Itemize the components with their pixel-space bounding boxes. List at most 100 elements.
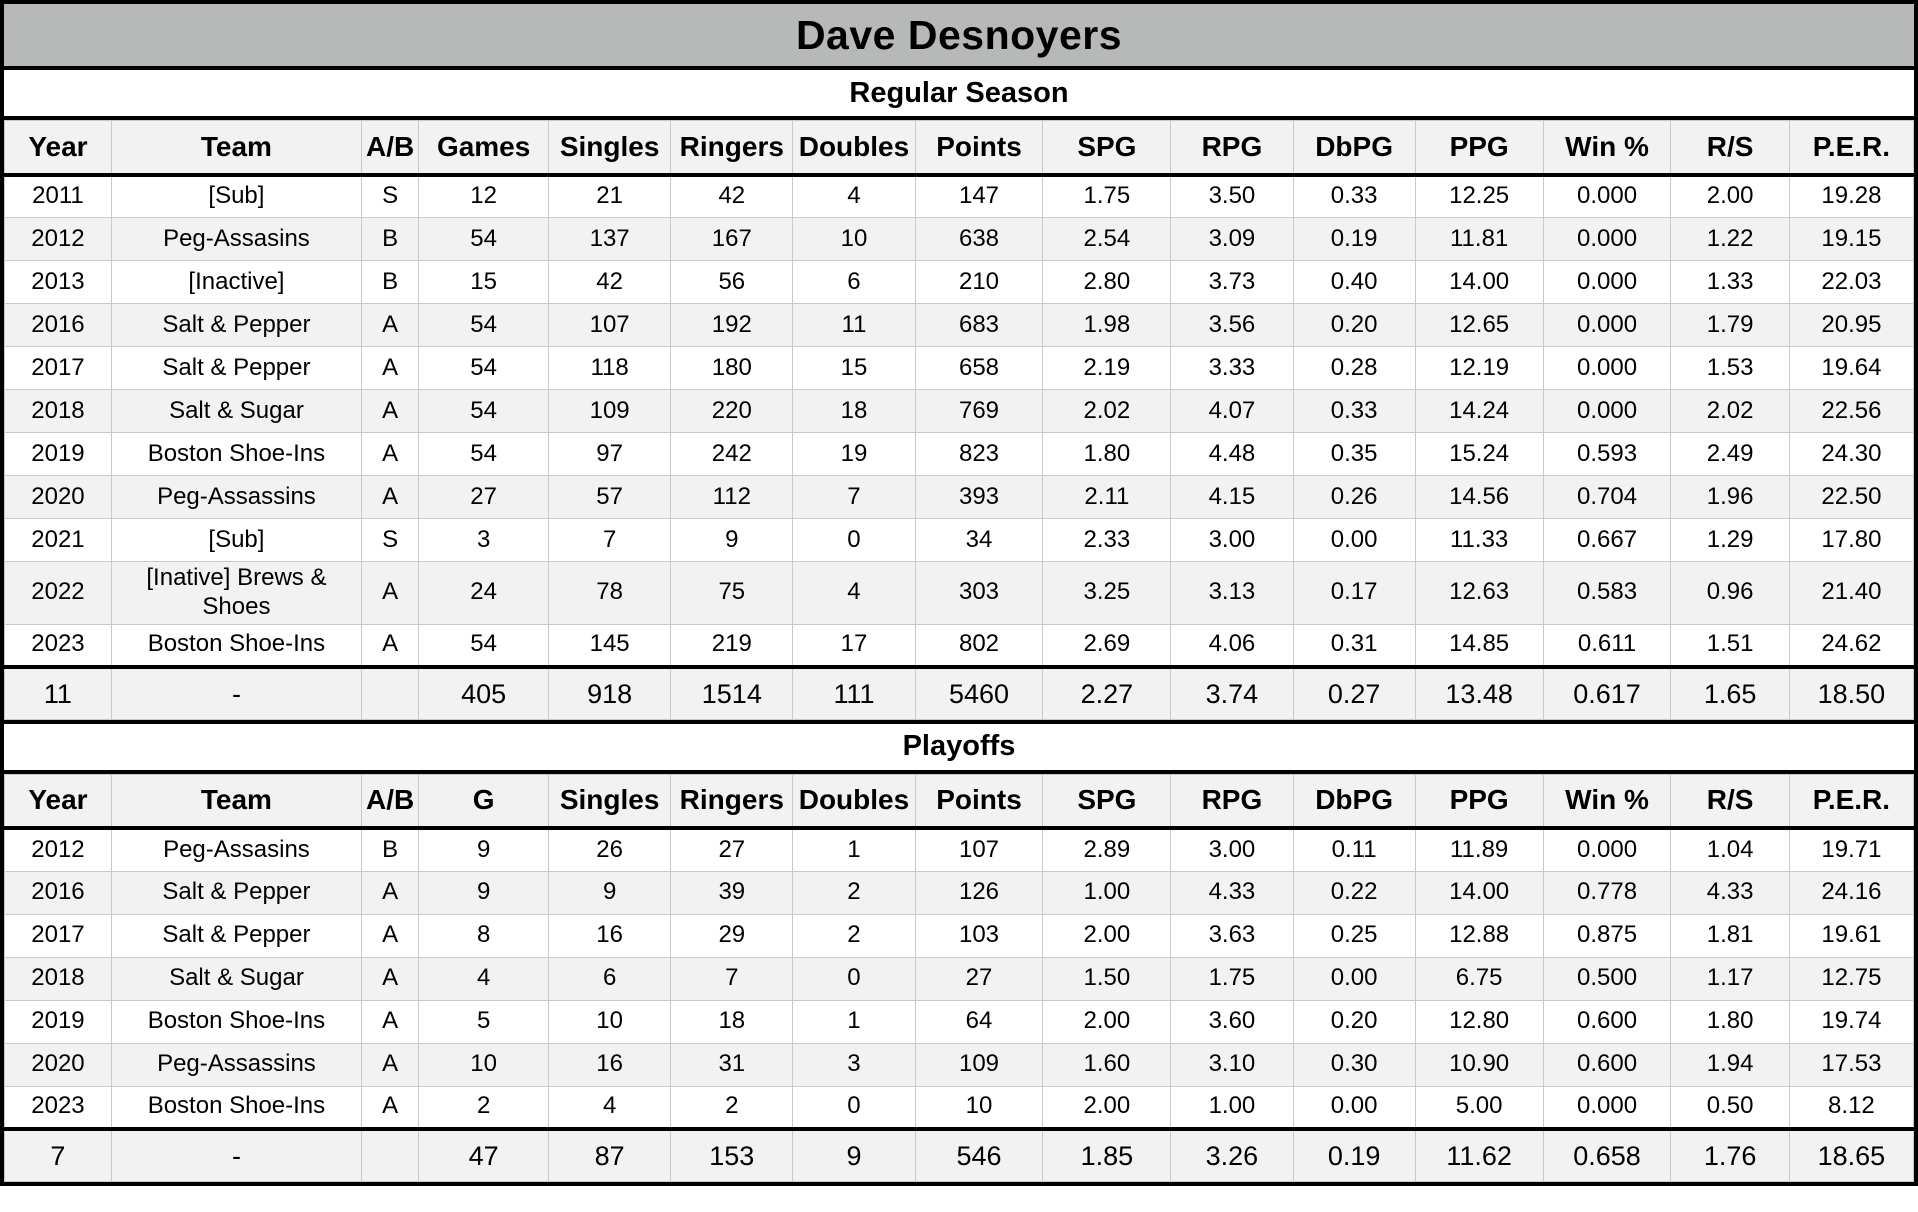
table-row: 2023 Boston Shoe-Ins A 2 4 2 0 10 2.00 1.00 0.00 5.…: [4, 1085, 1915, 1130]
stat-cell: 17.53: [1788, 1042, 1915, 1087]
stat-cell: 4.33: [1670, 870, 1790, 915]
stat-cell: 4.15: [1170, 475, 1294, 519]
stat-cell: 0.500: [1542, 956, 1672, 1001]
stat-cell: 11: [792, 303, 916, 347]
stat-cell: 3: [418, 518, 550, 562]
stat-cell: 9: [670, 518, 794, 562]
division-cell: A: [360, 346, 420, 390]
team-cell: Salt & Pepper: [110, 913, 362, 958]
stat-cell: 2: [670, 1085, 794, 1130]
stat-cell: 0: [792, 956, 916, 1001]
stat-cell: 15.24: [1414, 432, 1544, 476]
stat-cell: 24: [418, 561, 550, 625]
total-year-cell: 11: [4, 665, 112, 720]
stat-cell: 1.75: [1170, 956, 1294, 1001]
division-cell: A: [360, 1085, 420, 1130]
stat-cell: 19.71: [1788, 827, 1915, 872]
column-header-r-s: R/S: [1670, 773, 1790, 831]
total-stat-cell: 111: [792, 665, 916, 720]
stat-cell: 0.17: [1292, 561, 1416, 625]
stat-cell: 10.90: [1414, 1042, 1544, 1087]
stat-cell: 0.778: [1542, 870, 1672, 915]
column-header-year: Year: [4, 120, 112, 177]
stat-cell: 20.95: [1788, 303, 1915, 347]
stat-cell: 0.35: [1292, 432, 1416, 476]
stat-cell: 1.81: [1670, 913, 1790, 958]
team-cell: Salt & Sugar: [110, 956, 362, 1001]
stat-cell: 19.28: [1788, 174, 1915, 218]
stat-cell: 3.00: [1170, 827, 1294, 872]
table-row: 2020 Peg-Assassins A 10 16 31 3 109 1.60 3.10 0.30…: [4, 1042, 1915, 1087]
column-header-rpg: RPG: [1170, 773, 1294, 831]
stat-cell: 12: [418, 174, 550, 218]
stat-cell: 3.63: [1170, 913, 1294, 958]
stat-cell: 11.81: [1414, 217, 1544, 261]
stat-cell: 0.000: [1542, 1085, 1672, 1130]
stat-cell: 1.33: [1670, 260, 1790, 304]
year-cell: 2017: [4, 346, 112, 390]
team-cell: Boston Shoe-Ins: [110, 999, 362, 1044]
total-stat-cell: 153: [670, 1127, 794, 1182]
stat-cell: 0.22: [1292, 870, 1416, 915]
column-header-p-e-r: P.E.R.: [1788, 120, 1915, 177]
stat-cell: 5: [418, 999, 550, 1044]
table-row: 2017 Salt & Pepper A 54 118 180 15 658 2.19 3.33 0…: [4, 346, 1915, 390]
stat-cell: 109: [548, 389, 672, 433]
year-cell: 2023: [4, 623, 112, 668]
total-division-cell: [360, 1127, 420, 1182]
stat-cell: 54: [418, 217, 550, 261]
team-cell: Boston Shoe-Ins: [110, 432, 362, 476]
stat-cell: 2.19: [1042, 346, 1172, 390]
stat-cell: 24.16: [1788, 870, 1915, 915]
total-stat-cell: 87: [548, 1127, 672, 1182]
stat-cell: 0.875: [1542, 913, 1672, 958]
team-cell: Salt & Pepper: [110, 870, 362, 915]
stat-cell: 126: [914, 870, 1044, 915]
stat-cell: 56: [670, 260, 794, 304]
division-cell: A: [360, 475, 420, 519]
table-row: 2019 Boston Shoe-Ins A 5 10 18 1 64 2.00 3.60 0.20…: [4, 999, 1915, 1044]
stat-cell: 210: [914, 260, 1044, 304]
stat-cell: 39: [670, 870, 794, 915]
stat-cell: 0.00: [1292, 518, 1416, 562]
stat-cell: 0.667: [1542, 518, 1672, 562]
stat-cell: 220: [670, 389, 794, 433]
division-cell: S: [360, 518, 420, 562]
table-row: 2017 Salt & Pepper A 8 16 29 2 103 2.00 3.63 0.25 1…: [4, 913, 1915, 958]
stat-cell: 4: [548, 1085, 672, 1130]
stat-cell: 7: [792, 475, 916, 519]
stat-cell: 12.88: [1414, 913, 1544, 958]
stat-cell: 26: [548, 827, 672, 872]
stat-cell: 802: [914, 623, 1044, 668]
stat-cell: 0.25: [1292, 913, 1416, 958]
stat-cell: 109: [914, 1042, 1044, 1087]
stat-cell: 24.62: [1788, 623, 1915, 668]
stat-cell: 0.000: [1542, 303, 1672, 347]
stat-cell: 0.11: [1292, 827, 1416, 872]
total-year-cell: 7: [4, 1127, 112, 1182]
stat-cell: 0.00: [1292, 1085, 1416, 1130]
table-row: 2016 Salt & Pepper A 9 9 39 2 126 1.00 4.33 0.22 14…: [4, 870, 1915, 915]
stat-cell: 9: [418, 827, 550, 872]
stat-cell: 2.11: [1042, 475, 1172, 519]
stat-cell: 2.02: [1042, 389, 1172, 433]
table-row: 2019 Boston Shoe-Ins A 54 97 242 19 823 1.80 4.48…: [4, 432, 1915, 476]
stat-cell: 18: [792, 389, 916, 433]
column-header-ringers: Ringers: [670, 120, 794, 177]
total-stat-cell: 5460: [914, 665, 1044, 720]
column-header-singles: Singles: [548, 120, 672, 177]
table-row: 2018 Salt & Sugar A 54 109 220 18 769 2.02 4.07 0.…: [4, 389, 1915, 433]
stat-cell: 12.19: [1414, 346, 1544, 390]
column-header-dbpg: DbPG: [1292, 773, 1416, 831]
year-cell: 2019: [4, 432, 112, 476]
stat-cell: 3.50: [1170, 174, 1294, 218]
stat-cell: 192: [670, 303, 794, 347]
stat-cell: 0.19: [1292, 217, 1416, 261]
stat-cell: 2.00: [1670, 174, 1790, 218]
stat-cell: 97: [548, 432, 672, 476]
stat-cell: 17: [792, 623, 916, 668]
player-stats-sheet: Dave Desnoyers Regular Season Year Team A/…: [0, 0, 1918, 1186]
column-header-games: Games: [418, 120, 550, 177]
stat-cell: 1.80: [1042, 432, 1172, 476]
stat-cell: 0.583: [1542, 561, 1672, 625]
